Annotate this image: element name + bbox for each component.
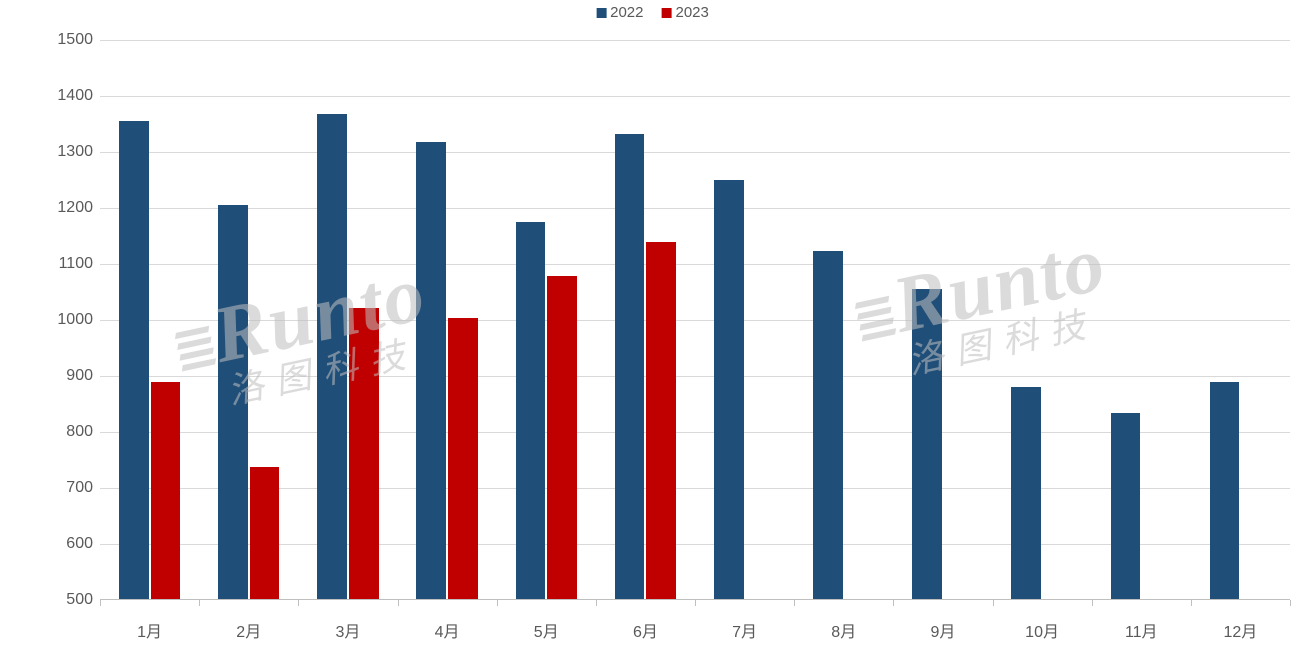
- bar-2022: [119, 121, 149, 599]
- y-tick-label: 900: [66, 367, 93, 385]
- bar-2022: [1210, 382, 1240, 599]
- y-tick-label: 1500: [57, 31, 93, 49]
- bar-2023: [646, 242, 676, 599]
- x-tick: [794, 600, 795, 606]
- bar-2022: [813, 251, 843, 599]
- bar-2022: [218, 205, 248, 599]
- bar-2023: [250, 467, 280, 599]
- y-tick-label: 700: [66, 479, 93, 497]
- gridline: [100, 152, 1290, 153]
- gridline: [100, 320, 1290, 321]
- y-tick-label: 600: [66, 535, 93, 553]
- bar-chart: 2022 2023 500 600 700 800 900 1000 1100 1200 130…: [0, 0, 1305, 659]
- bar-2022: [516, 222, 546, 599]
- x-tick: [596, 600, 597, 606]
- x-tick-label: 4月: [435, 618, 460, 642]
- legend-swatch-2022: [596, 8, 606, 18]
- gridline: [100, 264, 1290, 265]
- x-tick: [497, 600, 498, 606]
- bar-2023: [349, 308, 379, 599]
- x-tick: [199, 600, 200, 606]
- gridline: [100, 40, 1290, 41]
- bar-2023: [448, 318, 478, 599]
- x-tick: [298, 600, 299, 606]
- x-tick-label: 3月: [335, 618, 360, 642]
- bar-2022: [912, 289, 942, 599]
- x-tick-label: 9月: [930, 618, 955, 642]
- x-tick-label: 10月: [1025, 618, 1059, 642]
- x-tick-label: 11月: [1125, 618, 1158, 642]
- y-tick-label: 1200: [57, 199, 93, 217]
- x-tick: [1191, 600, 1192, 606]
- legend-label-2022: 2022: [610, 4, 643, 21]
- bar-2022: [714, 180, 744, 599]
- x-tick: [1290, 600, 1291, 606]
- x-tick: [993, 600, 994, 606]
- x-tick: [398, 600, 399, 606]
- bar-2023: [151, 382, 181, 599]
- y-tick-label: 1100: [59, 255, 93, 273]
- x-tick: [1092, 600, 1093, 606]
- x-tick-label: 12月: [1224, 618, 1258, 642]
- x-tick-label: 8月: [831, 618, 856, 642]
- legend-item-2022: 2022: [596, 4, 643, 21]
- bar-2022: [416, 142, 446, 599]
- y-tick-label: 1000: [57, 311, 93, 329]
- x-tick-label: 6月: [633, 618, 658, 642]
- bar-2022: [615, 134, 645, 599]
- x-tick-label: 1月: [137, 618, 162, 642]
- y-tick-label: 500: [66, 591, 93, 609]
- x-tick-label: 5月: [534, 618, 559, 642]
- y-tick-label: 800: [66, 423, 93, 441]
- legend-label-2023: 2023: [676, 4, 709, 21]
- bar-2022: [317, 114, 347, 599]
- legend: 2022 2023: [596, 4, 709, 21]
- x-tick-label: 2月: [236, 618, 261, 642]
- x-tick: [695, 600, 696, 606]
- y-tick-label: 1300: [57, 143, 93, 161]
- bar-2022: [1111, 413, 1141, 599]
- bar-2022: [1011, 387, 1041, 599]
- legend-item-2023: 2023: [662, 4, 709, 21]
- gridline: [100, 96, 1290, 97]
- bar-2023: [547, 276, 577, 599]
- gridline: [100, 208, 1290, 209]
- gridline: [100, 376, 1290, 377]
- plot-area: [100, 40, 1290, 600]
- legend-swatch-2023: [662, 8, 672, 18]
- x-tick: [893, 600, 894, 606]
- x-tick: [100, 600, 101, 606]
- x-tick-label: 7月: [732, 618, 757, 642]
- y-tick-label: 1400: [57, 87, 93, 105]
